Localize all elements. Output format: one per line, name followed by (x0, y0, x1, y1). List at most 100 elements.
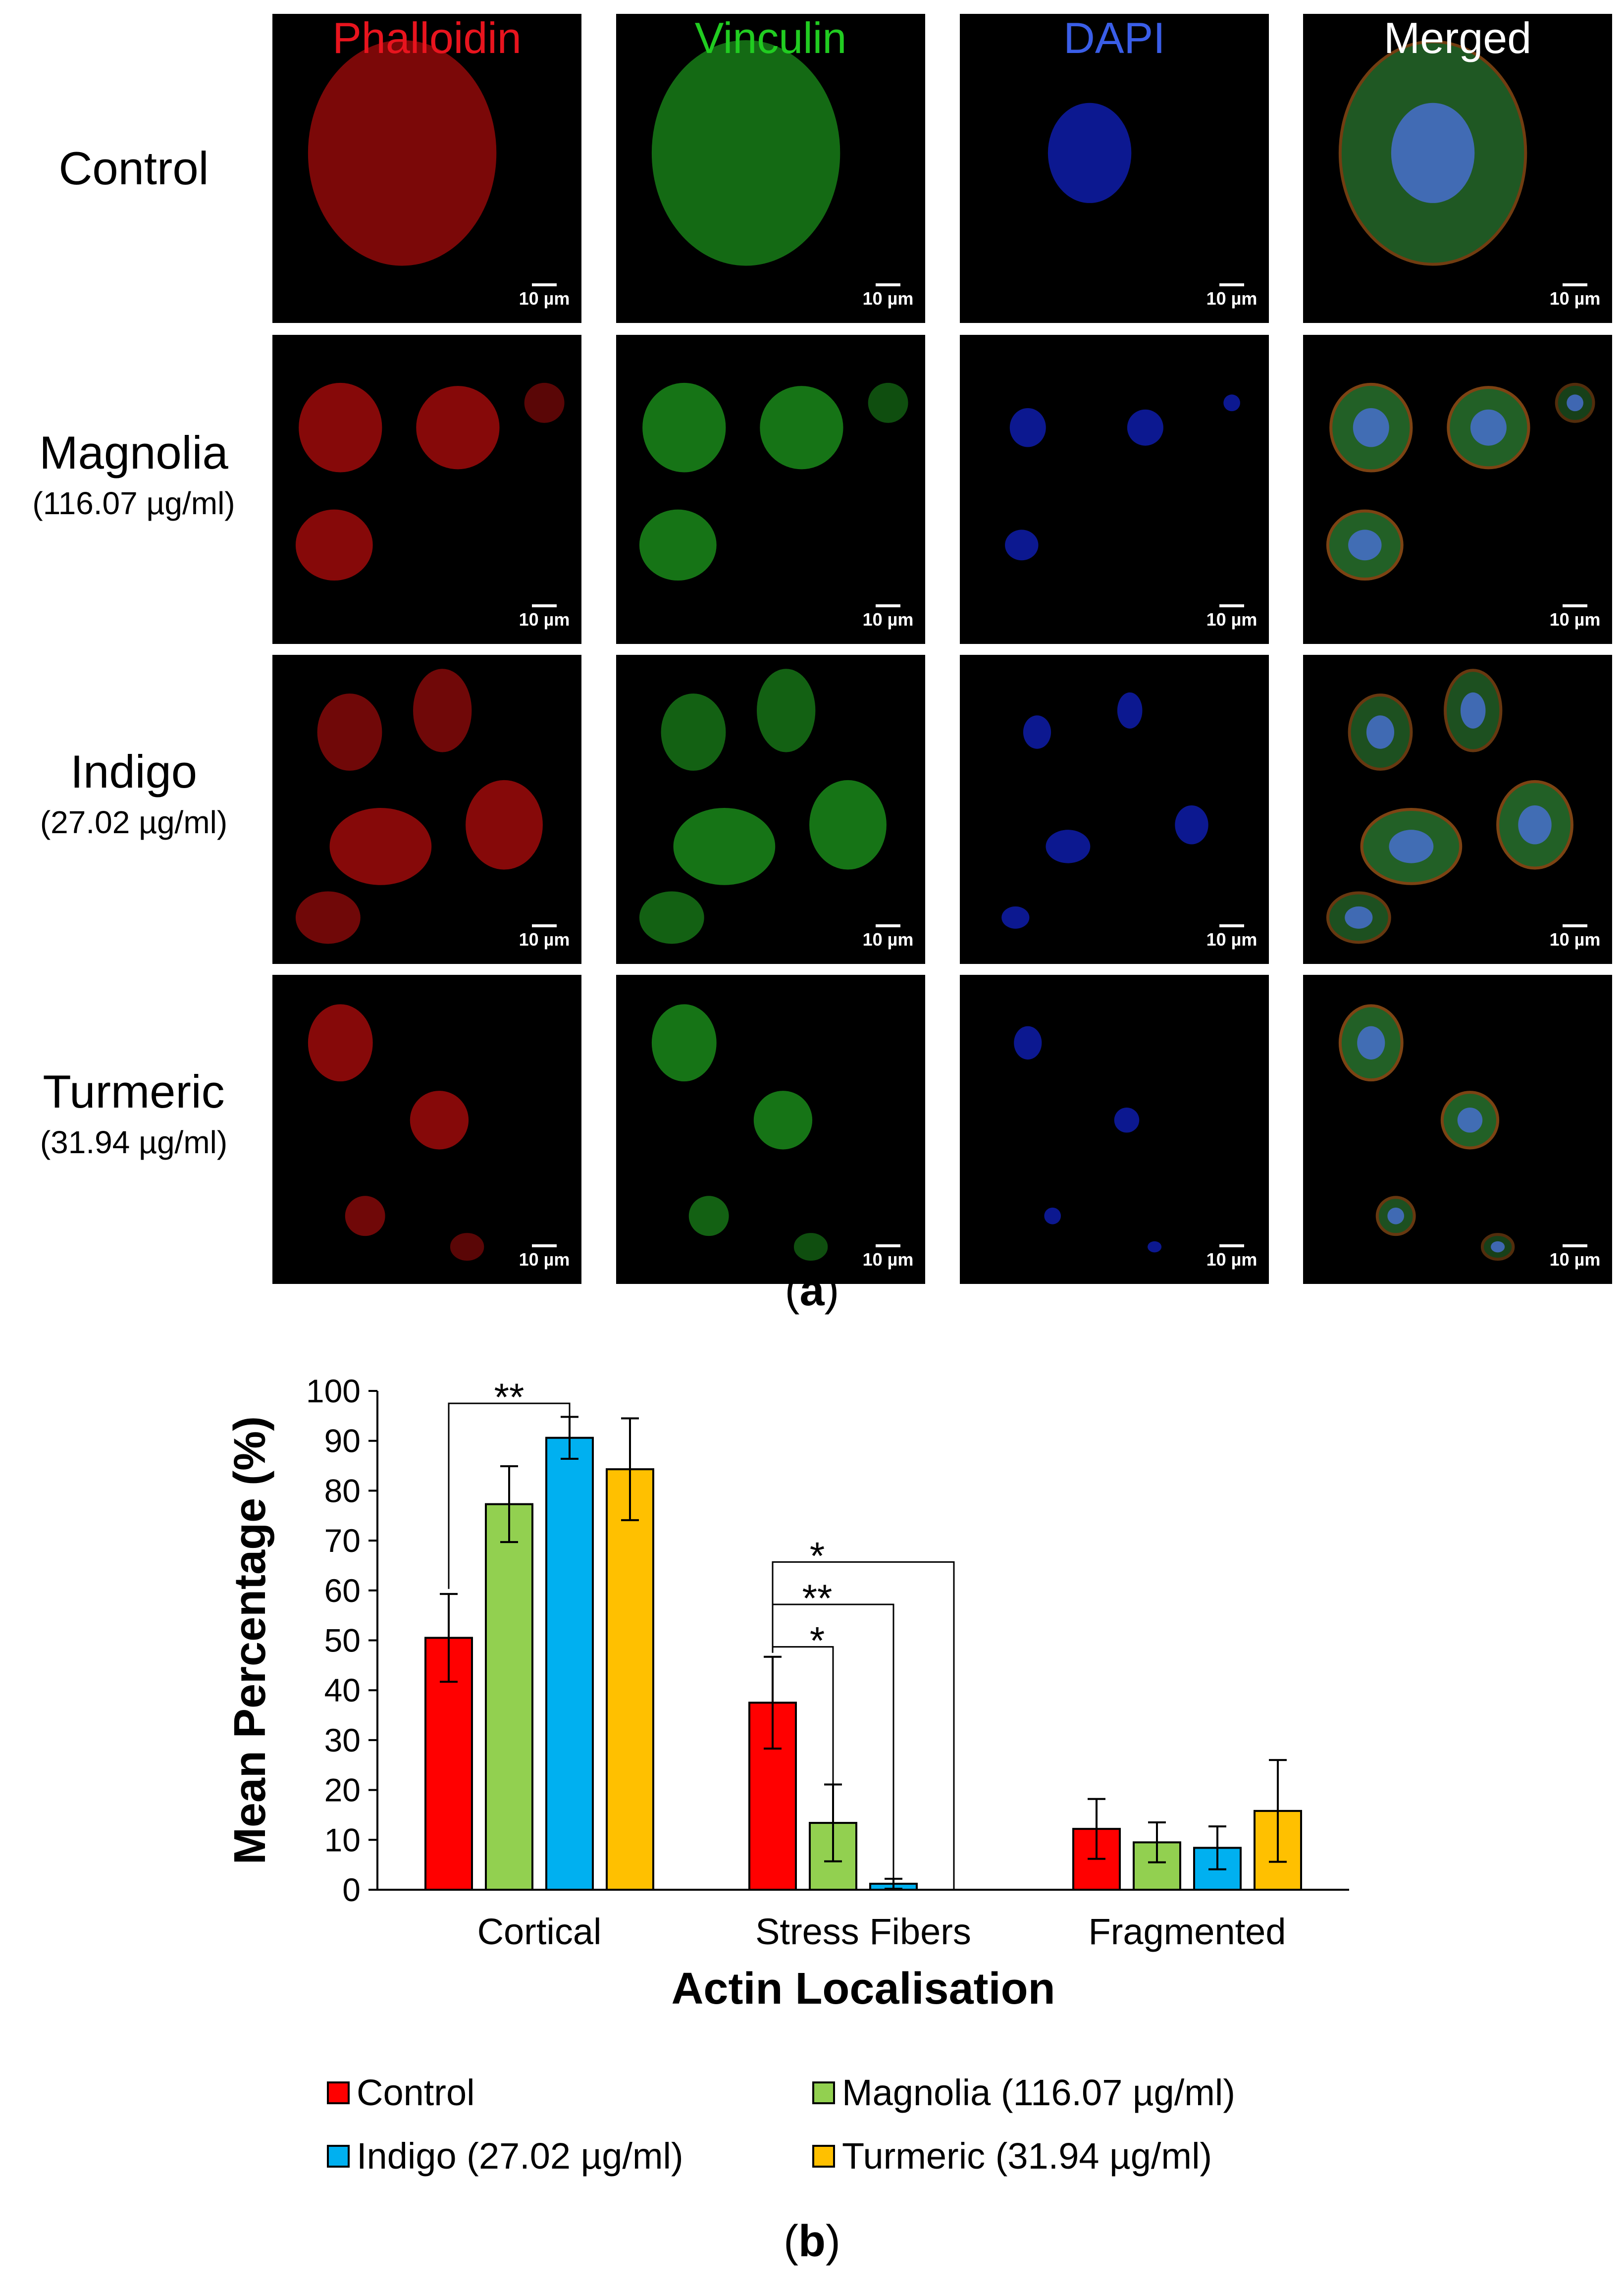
y-tick-label: 30 (324, 1722, 361, 1758)
panel-b-caption: (b) (784, 2217, 840, 2266)
scale-bar-line (876, 283, 900, 286)
scale-bar: 10 µm (1548, 602, 1602, 637)
row-concentration: (27.02 µg/ml) (40, 804, 228, 840)
column-header-vinculin: Vinculin (694, 13, 847, 62)
scale-bar-line (532, 283, 557, 286)
scale-bar: 10 µm (1548, 1242, 1602, 1277)
legend-swatch (327, 2145, 350, 2168)
y-tick-label: 80 (324, 1472, 361, 1509)
bar (485, 1503, 533, 1891)
y-tick-label: 20 (324, 1772, 361, 1809)
cell-image (1048, 103, 1132, 203)
row-name: Turmeric (43, 1065, 225, 1117)
scale-bar-line (532, 1244, 557, 1247)
scale-bar-line (1563, 924, 1587, 927)
scale-bar-label: 10 µm (1549, 288, 1601, 309)
scale-bar: 10 µm (861, 281, 915, 316)
y-tick-label: 50 (324, 1622, 361, 1659)
scale-bar: 10 µm (861, 922, 915, 957)
row-label-control: Control (0, 141, 267, 196)
scale-bar-label: 10 µm (1549, 609, 1601, 630)
scale-bar-line (1219, 1244, 1244, 1247)
scale-bar-label: 10 µm (1206, 609, 1257, 630)
bar (545, 1437, 594, 1891)
micrograph-magnolia-phalloidin: 10 µm (272, 335, 581, 644)
scale-bar: 10 µm (517, 1242, 572, 1277)
scale-bar-label: 10 µm (1206, 288, 1257, 309)
cell-image (639, 669, 887, 944)
micrograph-turmeric-vinculin: 10 µm (616, 975, 925, 1284)
y-tick-label: 0 (342, 1871, 361, 1908)
x-axis-title: Actin Localisation (671, 1964, 1055, 2014)
bar (606, 1468, 654, 1891)
y-axis-title: Mean Percentage (%) (225, 1416, 275, 1864)
panel-letter: b (798, 2217, 826, 2266)
legend-label: Control (357, 2072, 475, 2113)
scale-bar-label: 10 µm (862, 288, 914, 309)
scale-bar: 10 µm (861, 1242, 915, 1277)
micrograph-magnolia-dapi: 10 µm (960, 335, 1269, 644)
legend-swatch (812, 2145, 835, 2168)
cell-image (1001, 692, 1208, 929)
scale-bar: 10 µm (517, 602, 572, 637)
scale-bar: 10 µm (1548, 281, 1602, 316)
cell-image (1014, 1026, 1162, 1253)
scale-bar: 10 µm (1205, 922, 1259, 957)
y-tick-label: 60 (324, 1572, 361, 1609)
row-label-magnolia: Magnolia (116.07 µg/ml) (0, 425, 267, 526)
row-name: Control (58, 142, 209, 194)
scale-bar: 10 µm (517, 281, 572, 316)
column-header-merged: Merged (1383, 13, 1532, 62)
y-tick-label: 40 (324, 1672, 361, 1708)
cell-image (295, 382, 565, 581)
chart-legend: Control Magnolia (116.07 µg/ml) Indigo (… (327, 2066, 1565, 2184)
scale-bar-label: 10 µm (519, 929, 570, 950)
micrograph-indigo-phalloidin: 10 µm (272, 655, 581, 964)
y-tick-label: 70 (324, 1522, 361, 1559)
micrograph-indigo-merged: 10 µm (1303, 655, 1612, 964)
scale-bar-label: 10 µm (862, 1249, 914, 1270)
legend-label: Turmeric (31.94 µg/ml) (842, 2135, 1212, 2177)
cell-image (1326, 669, 1573, 944)
cell-image (1005, 394, 1240, 561)
scale-bar: 10 µm (1205, 602, 1259, 637)
row-name: Magnolia (39, 426, 228, 479)
scale-bar-line (1563, 604, 1587, 607)
scale-bar-line (1563, 1244, 1587, 1247)
y-tick-label: 90 (324, 1423, 361, 1459)
scale-bar-line (876, 1244, 900, 1247)
significance-label: * (810, 1619, 825, 1662)
scale-bar-line (1219, 604, 1244, 607)
cell-image (639, 382, 908, 581)
row-concentration: (31.94 µg/ml) (40, 1124, 228, 1160)
legend-label: Magnolia (116.07 µg/ml) (842, 2072, 1235, 2113)
scale-bar-line (1563, 283, 1587, 286)
legend-item-control: Control (327, 2066, 475, 2120)
scale-bar-line (532, 604, 557, 607)
cell-image (308, 40, 497, 266)
scale-bar-line (1219, 283, 1244, 286)
scale-bar: 10 µm (1205, 281, 1259, 316)
micrograph-turmeric-dapi: 10 µm (960, 975, 1269, 1284)
legend-label: Indigo (27.02 µg/ml) (357, 2135, 683, 2177)
scale-bar: 10 µm (861, 602, 915, 637)
row-label-indigo: Indigo (27.02 µg/ml) (0, 744, 267, 845)
x-category-label: Stress Fibers (755, 1911, 971, 1952)
cell-image (308, 1004, 484, 1261)
scale-bar-label: 10 µm (519, 609, 570, 630)
row-name: Indigo (70, 745, 198, 798)
scale-bar-line (876, 604, 900, 607)
scale-bar: 10 µm (1205, 1242, 1259, 1277)
legend-item-indigo: Indigo (27.02 µg/ml) (327, 2129, 683, 2183)
micrograph-control-vinculin: 10 µm (616, 14, 925, 323)
cell-image (1338, 40, 1527, 266)
row-concentration: (116.07 µg/ml) (32, 485, 235, 521)
x-category-label: Cortical (477, 1911, 602, 1952)
actin-localisation-bar-chart: 0 10 20 30 40 50 60 70 80 90 100 Cortical Stress Fib… (225, 1373, 1349, 2014)
significance-label: ** (494, 1375, 524, 1419)
column-header-phalloidin: Phalloidin (332, 13, 522, 62)
significance-bracket (772, 1561, 955, 1890)
legend-item-magnolia: Magnolia (116.07 µg/ml) (812, 2066, 1235, 2120)
micrograph-magnolia-vinculin: 10 µm (616, 335, 925, 644)
scale-bar-line (1219, 924, 1244, 927)
